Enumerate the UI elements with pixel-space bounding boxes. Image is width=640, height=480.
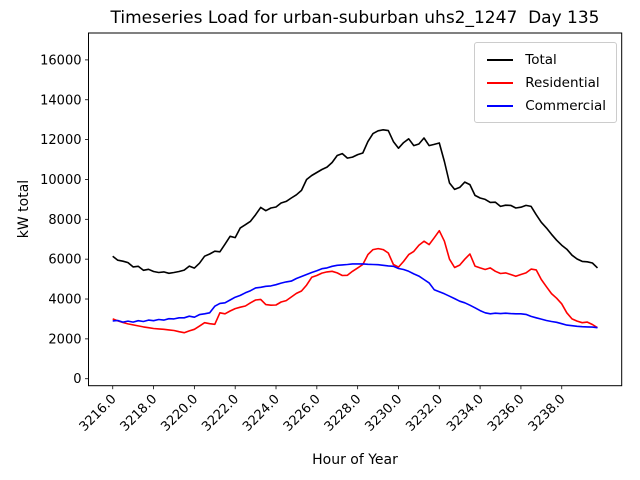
y-tick-label: 0 bbox=[73, 372, 81, 387]
x-tick-label: 3226.0 bbox=[281, 392, 324, 435]
legend-line-swatch bbox=[487, 81, 514, 84]
x-tick-label: 3222.0 bbox=[199, 392, 242, 435]
x-tick-label: 3224.0 bbox=[240, 392, 283, 435]
y-tick-label: 14000 bbox=[40, 93, 81, 108]
legend-label: Total bbox=[525, 51, 557, 68]
x-tick-label: 3218.0 bbox=[118, 392, 161, 435]
x-tick-label: 3220.0 bbox=[158, 392, 201, 435]
x-tick-label: 3230.0 bbox=[363, 392, 406, 435]
legend-item-commercial: Commercial bbox=[487, 94, 606, 117]
x-tick-label: 3228.0 bbox=[322, 392, 365, 435]
x-tick-label: 3216.0 bbox=[77, 392, 120, 435]
legend-line-swatch bbox=[487, 104, 514, 107]
legend: Total Residential Commercial bbox=[474, 42, 617, 123]
y-tick-label: 6000 bbox=[48, 253, 81, 268]
chart-title: Timeseries Load for urban-suburban uhs2_… bbox=[110, 8, 600, 28]
x-tick-label: 3236.0 bbox=[485, 392, 528, 435]
series-commercial-line bbox=[112, 263, 598, 329]
legend-label: Residential bbox=[525, 74, 600, 91]
y-tick-label: 4000 bbox=[48, 293, 81, 308]
legend-label: Commercial bbox=[525, 97, 606, 114]
x-tick-label: 3238.0 bbox=[526, 392, 569, 435]
y-axis-label: kW total bbox=[16, 179, 32, 239]
x-tick-label: 3234.0 bbox=[444, 392, 487, 435]
legend-item-residential: Residential bbox=[487, 71, 606, 94]
y-tick-label: 8000 bbox=[48, 213, 81, 228]
legend-line-swatch bbox=[487, 58, 514, 61]
y-tick-label: 10000 bbox=[40, 173, 81, 188]
series-total-line bbox=[112, 129, 599, 275]
legend-item-total: Total bbox=[487, 48, 606, 71]
series-residential-line bbox=[112, 229, 598, 334]
y-tick-label: 16000 bbox=[40, 53, 81, 68]
y-tick-label: 2000 bbox=[48, 332, 81, 347]
x-axis-label: Hour of Year bbox=[312, 452, 398, 468]
x-tick-label: 3232.0 bbox=[403, 392, 446, 435]
y-tick-label: 12000 bbox=[40, 133, 81, 148]
axes-frame bbox=[88, 32, 623, 387]
